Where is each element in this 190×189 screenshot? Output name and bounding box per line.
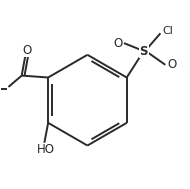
Text: O: O (167, 58, 176, 71)
Text: HO: HO (37, 143, 55, 156)
Text: O: O (22, 44, 32, 57)
Text: S: S (139, 45, 148, 57)
Text: O: O (113, 37, 122, 50)
Text: Cl: Cl (162, 26, 173, 36)
